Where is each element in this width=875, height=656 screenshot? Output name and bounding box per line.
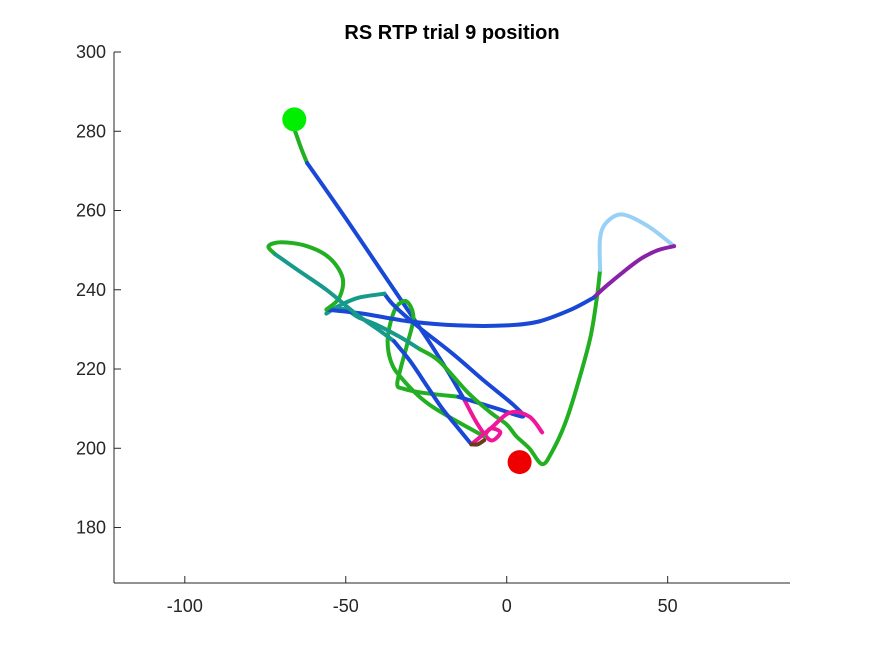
- y-tick-label: 220: [76, 359, 106, 379]
- trajectory-segment-15: [469, 438, 487, 447]
- trajectory-segment-11: [266, 240, 346, 312]
- trajectory-segment-14: [469, 409, 545, 447]
- trajectory-segment-5: [382, 291, 526, 419]
- y-tick-label: 260: [76, 201, 106, 221]
- trajectory-segment-12: [273, 252, 397, 344]
- end-marker: [507, 450, 532, 475]
- trajectory-segment-9: [591, 244, 677, 300]
- trajectory-segment-10: [324, 295, 596, 328]
- trajectory-segment-4: [385, 298, 487, 439]
- x-tick-label: -100: [167, 596, 203, 616]
- x-tick-label: 0: [502, 596, 512, 616]
- x-tick-label: -50: [333, 596, 359, 616]
- trajectory-segment-7: [417, 267, 603, 467]
- y-tick-label: 200: [76, 438, 106, 458]
- plot-area: [266, 107, 677, 475]
- y-tick-label: 280: [76, 121, 106, 141]
- y-tick-label: 240: [76, 280, 106, 300]
- start-marker: [282, 107, 307, 132]
- trajectory-segment-8: [597, 212, 677, 272]
- trajectory-segment-13: [392, 339, 474, 447]
- x-tick-label: 50: [658, 596, 678, 616]
- y-tick-label: 180: [76, 518, 106, 538]
- chart-title: RS RTP trial 9 position: [344, 22, 559, 44]
- axes: -100 -50 0 50 180 200 220 240 260 280 300: [76, 42, 790, 616]
- y-tick-label: 300: [76, 42, 106, 62]
